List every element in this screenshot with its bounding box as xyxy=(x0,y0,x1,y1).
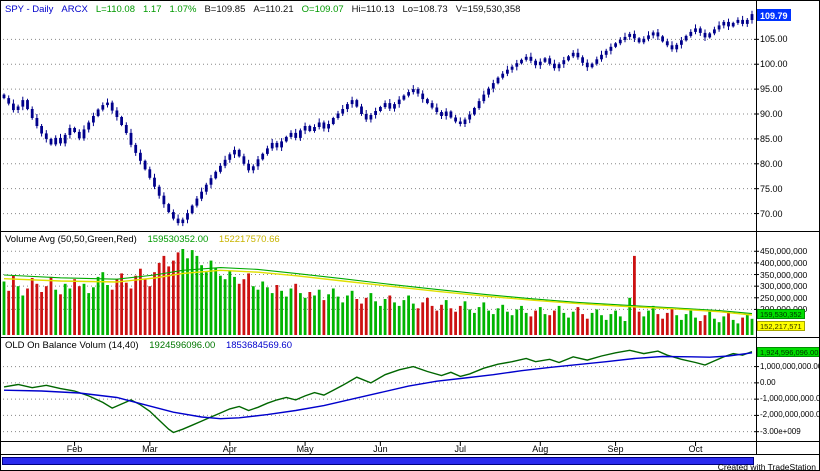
volume-bars xyxy=(2,249,754,335)
time-axis-label: Oct xyxy=(688,444,703,454)
quote-last-price: L=110.08 xyxy=(95,4,135,15)
quote-open: O=109.07 xyxy=(301,4,344,15)
price-axis-label: 85.00 xyxy=(760,133,783,144)
time-axis-label: Jul xyxy=(454,444,467,454)
quote-high: Hi=110.13 xyxy=(351,4,395,15)
obv-axis-label: 1,000,000,000.00 xyxy=(760,361,820,371)
volume-value-marker: 159,530,352 xyxy=(757,308,805,319)
price-axis-label: 95.00 xyxy=(760,84,783,95)
horizontal-scrollbar[interactable] xyxy=(2,457,754,465)
quote-percent-change: 1.07% xyxy=(169,4,197,15)
volume-axis-label: 450,000,000 xyxy=(760,246,808,257)
time-axis-label: Aug xyxy=(532,444,549,454)
volume-axis-label: 250,000,000 xyxy=(760,292,808,303)
obv-axis-label: -1,000,000,000.00 xyxy=(760,394,820,404)
time-axis-label: Apr xyxy=(222,444,237,454)
volume-axis-label: 300,000,000 xyxy=(760,281,808,292)
obv-axis-label: 0.00 xyxy=(760,377,776,387)
volume-ma-green-line xyxy=(3,267,753,315)
volume-avg-value-2: 152217570.66 xyxy=(218,234,280,245)
panel-separators xyxy=(1,1,819,455)
price-axis-label: 70.00 xyxy=(760,208,783,219)
time-axis-label: Jun xyxy=(373,444,388,454)
volume-avg-value-1: 159530352.00 xyxy=(147,234,209,245)
time-axis-ticks xyxy=(74,441,697,446)
volume-value-marker: 152,217,571 xyxy=(757,320,805,331)
volume-axis-label: 400,000,000 xyxy=(760,257,808,268)
obv-panel-header: OLD On Balance Volum (14,40) 1924596096.… xyxy=(5,340,300,351)
obv-average-line xyxy=(3,352,753,420)
time-axis-label: May xyxy=(296,444,314,454)
candlestick-series xyxy=(2,10,754,227)
obv-value-marker: 1,924,596,096.00 xyxy=(757,346,819,357)
price-axis-label: 100.00 xyxy=(760,59,788,70)
created-with-text: Created with TradeStation xyxy=(717,462,816,471)
quote-volume: V=159,530,358 xyxy=(455,4,521,15)
quote-net-change: 1.17 xyxy=(143,4,162,15)
quote-low: Lo=108.73 xyxy=(402,4,448,15)
quote-exchange: ARCX xyxy=(61,4,88,15)
obv-value-1: 1924596096.00 xyxy=(149,340,216,351)
time-axis-label: Mar xyxy=(142,444,158,454)
volume-axis-label: 350,000,000 xyxy=(760,269,808,280)
obv-value-2: 1853684569.60 xyxy=(225,340,292,351)
quote-symbol-timeframe: SPY - Daily xyxy=(5,4,54,15)
time-axis-label: Feb xyxy=(66,444,83,454)
price-axis-label: 90.00 xyxy=(760,109,783,119)
last-price-marker: 109.79 xyxy=(757,9,791,22)
volume-indicator-label: Volume Avg (50,50,Green,Red) xyxy=(5,234,137,245)
quote-bid: B=109.85 xyxy=(204,4,246,15)
obv-axis-label: -2,000,000,000.00 xyxy=(760,410,820,420)
obv-line xyxy=(3,349,753,434)
obv-indicator-label: OLD On Balance Volum (14,40) xyxy=(5,340,139,351)
volume-panel-header: Volume Avg (50,50,Green,Red) 159530352.0… xyxy=(5,234,288,245)
price-axis-label: 105.00 xyxy=(760,34,788,45)
volume-ma-yellow-line xyxy=(3,269,753,316)
time-axis-label: Sep xyxy=(607,444,624,454)
obv-axis-label: -3.00e+009 xyxy=(760,426,801,436)
price-panel-header: SPY - Daily ARCX L=110.08 1.17 1.07% B=109.85… xyxy=(5,4,528,15)
price-axis-label: 75.00 xyxy=(760,183,783,194)
price-axis-label: 80.00 xyxy=(760,158,783,169)
quote-ask: A=110.21 xyxy=(253,4,294,15)
